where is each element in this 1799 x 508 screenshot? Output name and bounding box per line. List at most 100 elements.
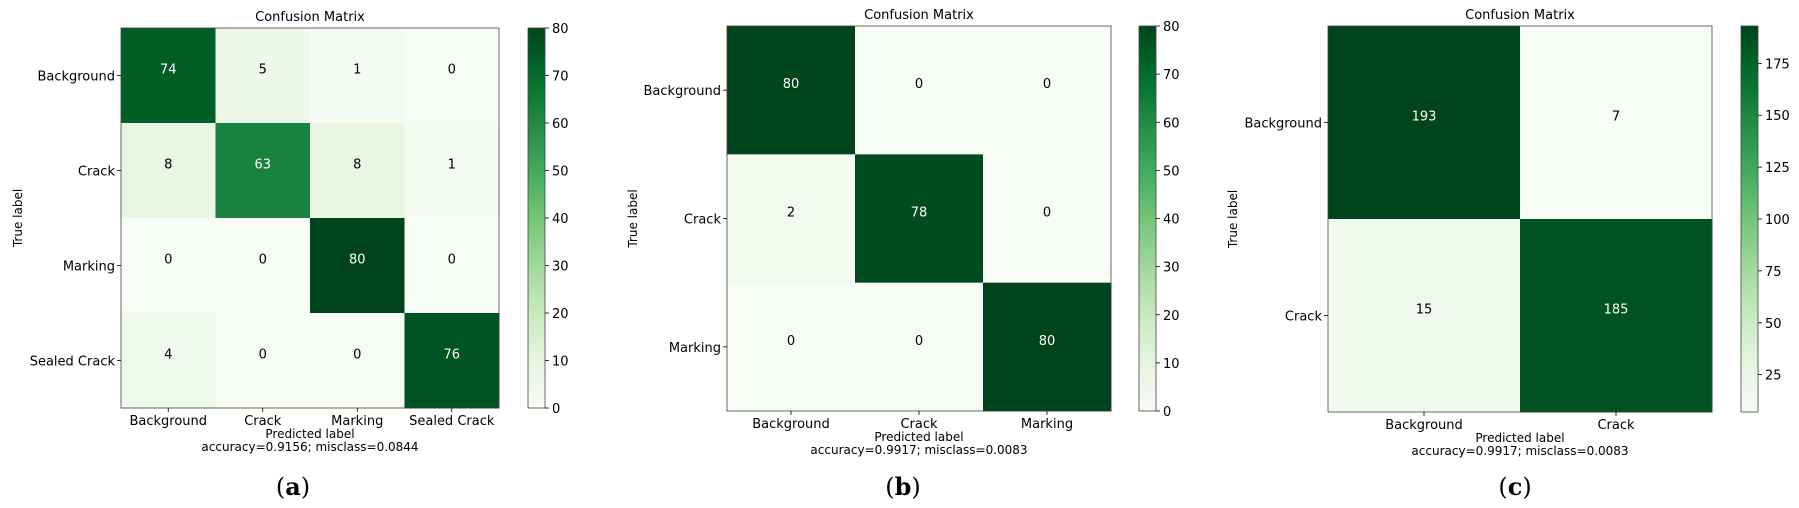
heatmap-cell xyxy=(404,28,500,124)
heatmap-cell xyxy=(404,123,500,219)
cell-value-label: 8 xyxy=(353,158,361,173)
panel-label: (b) xyxy=(885,472,921,501)
colorbar-tick-label: 30 xyxy=(1163,261,1180,276)
matrix-frame xyxy=(120,27,500,409)
heatmap-cell xyxy=(121,218,216,314)
colorbar-tick-label: 125 xyxy=(1765,161,1790,176)
y-tick-label: Background xyxy=(37,70,115,85)
chart-title: Confusion Matrix xyxy=(255,10,365,25)
heatmap-cell xyxy=(215,28,311,124)
cell-value-label: 80 xyxy=(783,77,800,92)
heatmap-cell xyxy=(983,282,1112,412)
x-tick-label: Marking xyxy=(331,414,383,429)
cell-value-label: 0 xyxy=(1043,206,1051,221)
heatmap-cell xyxy=(121,28,216,124)
cell-value-label: 0 xyxy=(259,253,267,268)
heatmap-cell xyxy=(1328,219,1521,413)
y-tick-label: Background xyxy=(1244,117,1322,132)
x-tick-label: Background xyxy=(1385,418,1463,433)
y-tick-label: Marking xyxy=(669,341,721,356)
confusion-matrix-panel-3: Confusion Matrix 193 7 15 185 Background Crack… xyxy=(1226,8,1790,501)
colorbar-tick-label: 50 xyxy=(1765,317,1782,332)
heatmap-cell xyxy=(215,218,311,314)
colorbar-tick-label: 0 xyxy=(1163,405,1171,420)
colorbar-tick-label: 70 xyxy=(1163,68,1180,83)
cell-value-label: 1 xyxy=(448,158,456,173)
colorbar-tick-label: 50 xyxy=(552,165,569,180)
x-axis-label: Predicted label xyxy=(265,427,354,441)
colorbar-tick-label: 60 xyxy=(1163,116,1180,131)
cell-value-label: 5 xyxy=(259,63,267,78)
cell-value-label: 0 xyxy=(259,348,267,363)
heatmap-cell xyxy=(855,26,984,155)
y-axis-label: True label xyxy=(11,189,25,248)
heatmap-cell xyxy=(727,154,856,284)
x-tick-label: Background xyxy=(752,417,830,432)
colorbar-tick-label: 60 xyxy=(552,117,569,132)
cell-value-label: 0 xyxy=(353,348,361,363)
colorbar-tick-label: 80 xyxy=(1163,20,1180,35)
x-tick-label: Crack xyxy=(244,414,282,429)
cell-value-label: 4 xyxy=(164,348,172,363)
x-tick-label: Crack xyxy=(900,417,938,432)
colorbar-tick-label: 50 xyxy=(1163,164,1180,179)
heatmap-cell xyxy=(121,313,216,409)
cell-value-label: 2 xyxy=(787,206,795,221)
colorbar-tick-label: 100 xyxy=(1765,213,1790,228)
heatmap-cell xyxy=(727,282,856,412)
cell-value-label: 15 xyxy=(1416,303,1433,318)
heatmap-cell xyxy=(1328,26,1521,220)
colorbar-tick-label: 25 xyxy=(1765,369,1782,384)
colorbar xyxy=(527,27,546,409)
y-axis-label: True label xyxy=(1226,190,1240,249)
cell-value-label: 80 xyxy=(1039,334,1056,349)
colorbar-tick-label: 40 xyxy=(552,212,569,227)
heatmap-cell xyxy=(310,218,405,314)
x-tick-label: Background xyxy=(129,414,207,429)
cell-value-label: 0 xyxy=(787,334,795,349)
heatmap-cell xyxy=(983,154,1112,284)
cell-value-label: 7 xyxy=(1612,110,1620,125)
cell-value-label: 8 xyxy=(164,158,172,173)
cell-value-label: 74 xyxy=(160,63,177,78)
y-tick-label: Crack xyxy=(78,165,116,180)
colorbar-tick-label: 80 xyxy=(552,22,569,37)
colorbar xyxy=(1740,25,1759,413)
y-tick-label: Crack xyxy=(684,213,722,228)
x-axis-label: Predicted label xyxy=(874,430,963,444)
chart-title: Confusion Matrix xyxy=(864,8,974,23)
heatmap-cell xyxy=(215,313,311,409)
colorbar-tick-label: 0 xyxy=(552,402,560,417)
cell-value-label: 76 xyxy=(443,348,460,363)
cell-value-label: 63 xyxy=(254,158,271,173)
y-tick-label: Background xyxy=(643,84,721,99)
accuracy-summary: accuracy=0.9917; misclass=0.0083 xyxy=(810,443,1027,457)
heatmap-cell xyxy=(983,26,1112,155)
heatmap-cell xyxy=(855,154,984,284)
x-tick-label: Sealed Crack xyxy=(409,414,495,429)
cell-value-label: 1 xyxy=(353,63,361,78)
x-axis-label: Predicted label xyxy=(1475,431,1564,445)
heatmap-cell xyxy=(310,123,405,219)
y-tick-label: Sealed Crack xyxy=(30,355,116,370)
accuracy-summary: accuracy=0.9917; misclass=0.0083 xyxy=(1411,444,1628,458)
cell-value-label: 0 xyxy=(448,253,456,268)
colorbar-tick-label: 30 xyxy=(552,260,569,275)
heatmap-cell xyxy=(215,123,311,219)
cell-value-label: 80 xyxy=(349,253,366,268)
heatmap-cell xyxy=(404,218,500,314)
heatmap-cell xyxy=(855,282,984,412)
cell-value-label: 78 xyxy=(911,206,928,221)
colorbar-tick-label: 20 xyxy=(1163,309,1180,324)
colorbar-tick-label: 10 xyxy=(1163,357,1180,372)
heatmap-cell xyxy=(727,26,856,155)
x-tick-label: Crack xyxy=(1597,418,1635,433)
cell-value-label: 0 xyxy=(915,334,923,349)
panel-label: (a) xyxy=(276,472,310,501)
heatmap-cell xyxy=(404,313,500,409)
colorbar-tick-label: 70 xyxy=(552,70,569,85)
colorbar-tick-label: 75 xyxy=(1765,265,1782,280)
colorbar-tick-label: 10 xyxy=(552,355,569,370)
